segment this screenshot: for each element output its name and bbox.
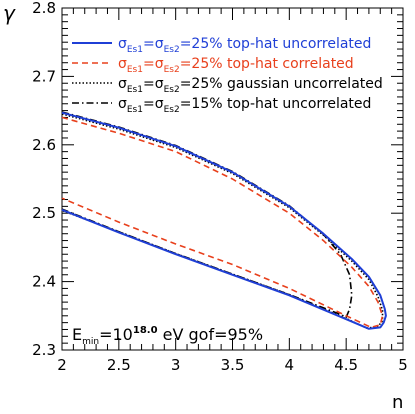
contour-series-2 [61, 116, 384, 329]
y-tick-label: 2.7 [32, 67, 56, 85]
y-axis-label: γ [3, 1, 16, 25]
x-tick-label: 2.5 [107, 356, 131, 374]
legend-label-3: σEs1=σEs2=25% gaussian uncorrelated [118, 76, 383, 95]
y-tick-label: 2.3 [32, 341, 56, 359]
contour-series-4 [61, 111, 353, 319]
y-tick-label: 2.6 [32, 136, 56, 154]
x-tick-label: 2 [57, 356, 67, 374]
contour-series-1 [61, 111, 387, 330]
y-tick-label: 2.5 [32, 204, 56, 222]
axis-ticks: 2 2.5 3 3.5 4 4.5 5 2.3 2.4 2.5 2.6 2.7 2.8 [32, 0, 408, 374]
x-tick-label: 3.5 [221, 356, 245, 374]
annotation-emin: Emin=1018.0 eV gof=95% [72, 325, 263, 347]
legend-label-1: σEs1=σEs2=25% top-hat uncorrelated [118, 36, 371, 55]
legend: σEs1=σEs2=25% top-hat uncorrelatedσEs1=σ… [72, 36, 383, 115]
x-tick-label: 4 [285, 356, 295, 374]
y-tick-label: 2.8 [32, 0, 56, 17]
contour-series-3 [61, 113, 384, 329]
annotation-base: E [72, 325, 82, 344]
x-tick-label: 4.5 [334, 356, 358, 374]
contour-curves [61, 111, 387, 330]
annotation-mid: =10 [99, 325, 133, 344]
y-tick-label: 2.4 [32, 273, 56, 291]
annotation-sup: 18.0 [133, 325, 158, 336]
legend-label-2: σEs1=σEs2=25% top-hat correlated [118, 56, 354, 75]
annotation-rest: eV gof=95% [158, 325, 264, 344]
x-axis-label: n [392, 392, 403, 413]
x-tick-label: 3 [171, 356, 181, 374]
legend-label-4: σEs1=σEs2=15% top-hat uncorrelated [118, 96, 371, 115]
annotation-sub: min [82, 337, 99, 347]
x-tick-label: 5 [398, 356, 408, 374]
